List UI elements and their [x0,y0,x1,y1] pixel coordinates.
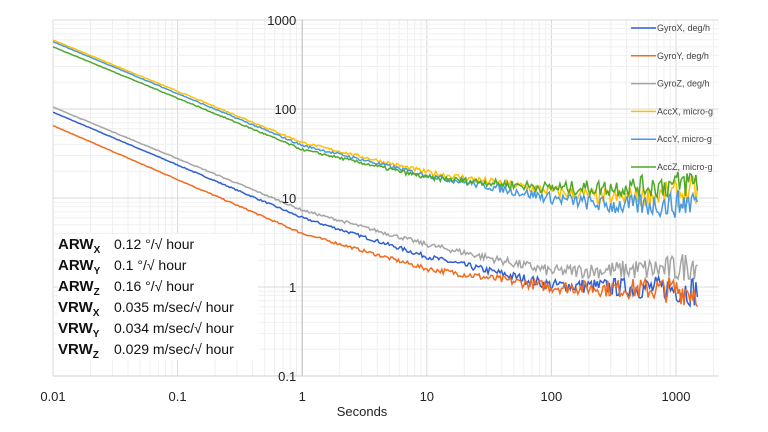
annotation-value: 0.1 °/√ hour [114,257,187,273]
series-line [52,124,699,308]
annotation-label: VRW [58,320,93,337]
series-line [52,106,698,281]
x-tick-label: 0.01 [40,389,65,404]
series-line [52,46,699,200]
legend-label: AccZ, micro-g [657,162,713,172]
y-tick-label: 1000 [267,13,296,28]
annotation-axis: X [92,308,100,319]
y-tick-label: 1 [289,280,296,295]
x-tick-label: 10 [420,389,434,404]
series-line [52,40,699,219]
annotation-axis: Y [93,266,101,277]
annotation-label: ARW [58,257,94,274]
annotation-value: 0.034 m/sec/√ hour [114,320,234,336]
annotation-axis: Z [92,350,99,361]
legend-label: GyroY, deg/h [657,51,709,61]
legend-label: AccY, micro-g [657,134,712,144]
annotation-row: ARWZ 0.16 °/√ hour [58,276,258,298]
annotation-value: 0.16 °/√ hour [114,278,195,294]
x-axis-label: Seconds [337,404,388,419]
annotation-axis: Y [92,329,100,340]
annotation-axis: X [93,245,101,256]
annotation-label: ARW [58,236,94,253]
legend-label: AccX, micro-g [657,106,713,116]
legend-label: GyroZ, deg/h [657,79,710,89]
legend: GyroX, deg/h GyroY, deg/h GyroZ, deg/h AccX… [631,23,713,172]
annotation-row: VRWY 0.034 m/sec/√ hour [58,318,258,340]
annotation-row: VRWZ 0.029 m/sec/√ hour [58,339,258,361]
annotation-axis: Z [93,287,100,298]
annotation-label: ARW [58,278,94,295]
y-tick-label: 0.1 [278,369,296,384]
annotation-label: VRW [58,299,93,316]
series-line [52,111,699,308]
random-walk-annotations: ARWX 0.12 °/√ hour ARWY 0.1 °/√ hour ARWZ 0… [58,234,258,361]
legend-label: GyroX, deg/h [657,23,710,33]
annotation-value: 0.029 m/sec/√ hour [114,341,234,357]
y-tick-label: 10 [282,191,296,206]
x-tick-label: 0.1 [169,389,187,404]
y-tick-label: 100 [274,102,296,117]
x-tick-label: 100 [541,389,563,404]
annotation-value: 0.035 m/sec/√ hour [114,299,234,315]
annotation-row: ARWX 0.12 °/√ hour [58,234,258,256]
series-lines [52,39,699,308]
annotation-row: VRWX 0.035 m/sec/√ hour [58,297,258,319]
annotation-row: ARWY 0.1 °/√ hour [58,255,258,277]
x-tick-label: 1000 [662,389,691,404]
annotation-value: 0.12 °/√ hour [114,236,195,252]
annotation-label: VRW [58,341,93,358]
x-tick-label: 1 [299,389,306,404]
